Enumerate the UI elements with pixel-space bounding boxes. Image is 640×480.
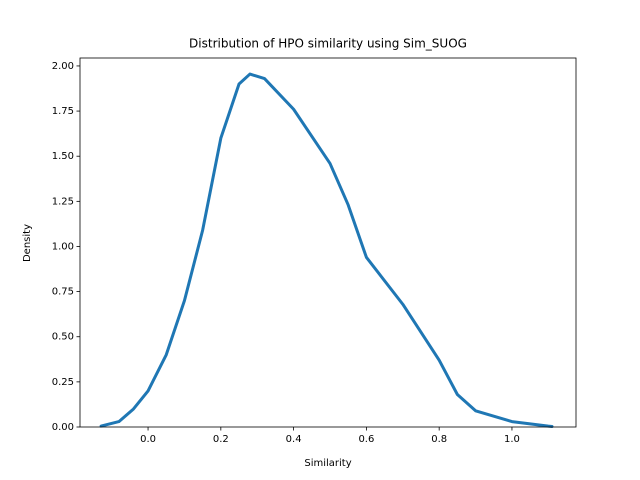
x-tick-label: 0.4: [286, 434, 302, 445]
y-tick-label: 1.50: [52, 151, 74, 162]
y-tick-label: 2.00: [52, 61, 74, 72]
x-tick-label: 0.2: [213, 434, 229, 445]
y-tick-label: 0.75: [52, 287, 74, 298]
x-tick-label: 1.0: [504, 434, 520, 445]
x-tick-label: 0.8: [431, 434, 447, 445]
x-tick-label: 0.0: [140, 434, 156, 445]
density-line: [99, 72, 554, 428]
y-tick-label: 1.00: [52, 241, 74, 252]
y-axis-label: Density: [22, 224, 33, 262]
plot-frame: [79, 57, 577, 428]
y-tick-label: 1.75: [52, 106, 74, 117]
y-tick-label: 0.50: [52, 332, 74, 343]
y-tick-label: 0.00: [52, 422, 74, 433]
x-tick-label: 0.6: [358, 434, 374, 445]
y-tick-label: 1.25: [52, 196, 74, 207]
y-tick-label: 0.25: [52, 377, 74, 388]
chart-title: Distribution of HPO similarity using Sim…: [189, 37, 467, 51]
x-axis-label: Similarity: [304, 458, 351, 469]
